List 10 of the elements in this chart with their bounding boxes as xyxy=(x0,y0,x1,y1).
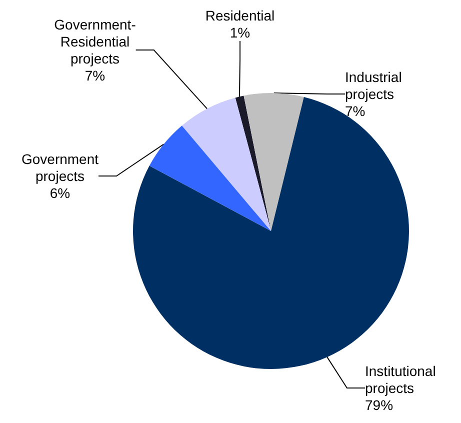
data-label: 79% xyxy=(365,397,394,413)
slice-label: Industrial projects xyxy=(345,69,402,102)
data-label: 7% xyxy=(84,68,106,84)
data-label: 6% xyxy=(50,185,70,201)
slice-label: Residential xyxy=(205,8,275,24)
data-label: 7% xyxy=(345,103,366,119)
slice-label: Government projects xyxy=(21,151,99,184)
slice-label: Institutional projects xyxy=(365,363,436,396)
slice-label: Government-Residential projects xyxy=(54,16,136,66)
data-label: 1% xyxy=(230,24,250,40)
